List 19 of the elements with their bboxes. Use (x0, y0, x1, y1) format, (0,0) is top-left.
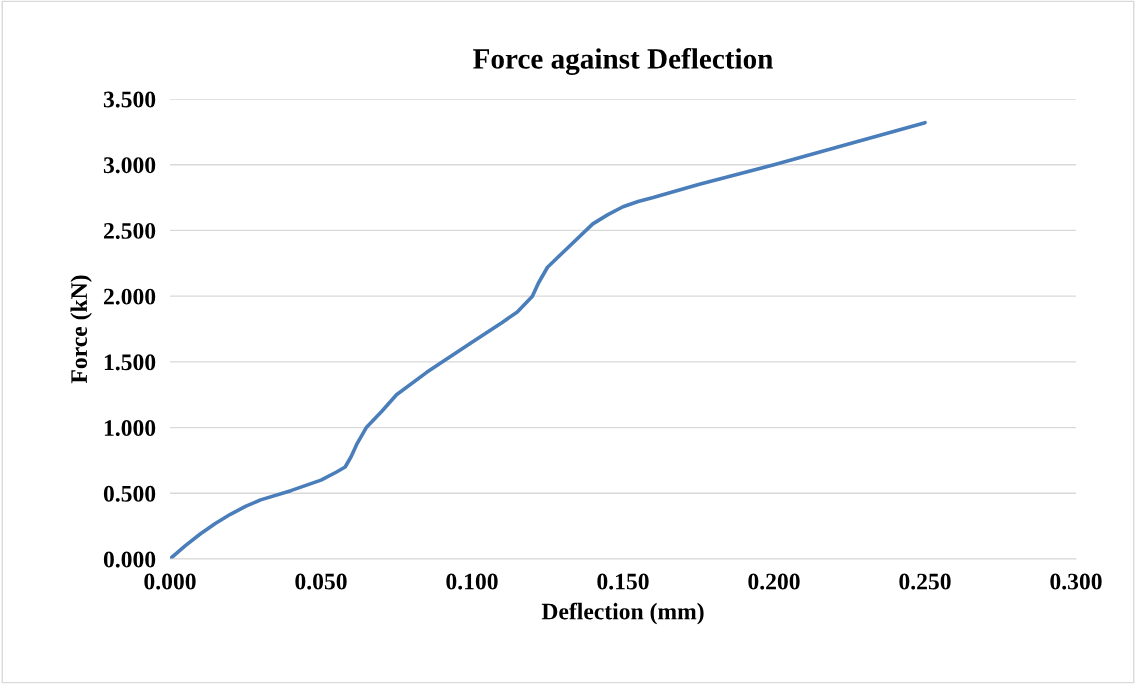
y-tick-label: 0.000 (103, 551, 156, 568)
x-tick-label: 0.000 (144, 573, 196, 590)
x-tick-label: 0.100 (446, 573, 498, 590)
x-tick-label: 0.250 (899, 573, 951, 590)
x-tick-label: 0.300 (1050, 573, 1102, 590)
x-tick-label: 0.150 (597, 573, 649, 590)
y-tick-label: 1.000 (104, 420, 156, 437)
line-series (170, 120, 927, 559)
y-axis-title: Force (kN) (70, 275, 92, 384)
x-axis-title: Deflection (mm) (541, 602, 704, 625)
y-tick-label: 3.000 (103, 157, 156, 174)
y-tick-label: 2.500 (103, 222, 156, 239)
chart-title: Force against Deflection (473, 47, 773, 75)
y-tick-label: 0.500 (103, 485, 156, 502)
x-tick-label: 0.050 (295, 573, 347, 590)
y-tick-label: 2.000 (103, 288, 156, 305)
y-tick-label: 3.500 (103, 91, 156, 108)
x-tick-label: 0.200 (748, 573, 800, 590)
y-tick-label: 1.500 (104, 354, 156, 371)
